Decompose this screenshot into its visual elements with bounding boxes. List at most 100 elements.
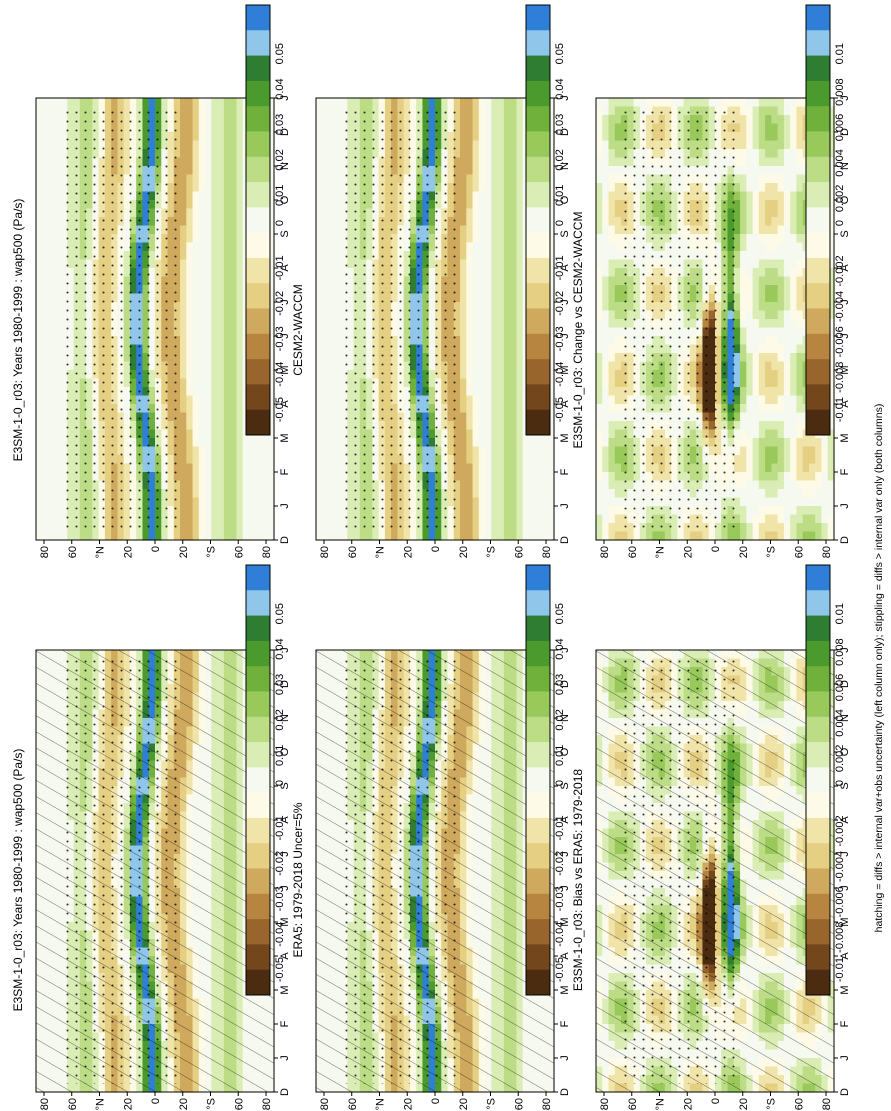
heatmap-cell bbox=[180, 106, 187, 116]
heatmap-cell bbox=[180, 344, 187, 354]
heatmap-cell bbox=[223, 302, 231, 312]
heatmap-cell bbox=[205, 327, 212, 337]
colorbar-swatch bbox=[246, 156, 270, 183]
heatmap-cell bbox=[230, 268, 238, 278]
heatmap-cell bbox=[61, 98, 68, 108]
heatmap-cell bbox=[217, 438, 225, 448]
colorbar-swatch bbox=[246, 666, 270, 692]
heatmap-cell bbox=[186, 531, 194, 541]
heatmap-cell bbox=[211, 353, 219, 363]
heatmap-cell bbox=[36, 319, 43, 329]
heatmap-cell bbox=[42, 429, 50, 439]
lat-tick-label: 80 bbox=[261, 1098, 273, 1110]
heatmap-cell bbox=[192, 506, 200, 516]
heatmap-cell bbox=[180, 149, 187, 159]
heatmap-cell bbox=[192, 446, 200, 456]
heatmap-cell bbox=[36, 429, 43, 439]
heatmap-cell bbox=[236, 310, 244, 320]
heatmap-cell bbox=[198, 225, 206, 235]
heatmap-cell bbox=[180, 497, 187, 507]
heatmap-cell bbox=[36, 438, 43, 448]
heatmap-cell bbox=[54, 310, 62, 320]
heatmap-cell bbox=[223, 506, 231, 516]
heatmap-cell bbox=[61, 531, 68, 541]
heatmap-cell bbox=[223, 157, 231, 167]
heatmap-cell bbox=[267, 429, 275, 439]
heatmap-cell bbox=[248, 463, 256, 473]
heatmap-cell bbox=[192, 344, 200, 354]
heatmap-cell bbox=[36, 336, 43, 346]
heatmap-cell bbox=[42, 225, 50, 235]
heatmap-cell bbox=[236, 259, 244, 269]
heatmap-cell bbox=[36, 446, 43, 456]
heatmap-cell bbox=[211, 344, 219, 354]
heatmap-cell bbox=[42, 106, 50, 116]
heatmap-cell bbox=[267, 489, 275, 499]
heatmap-cell bbox=[180, 200, 187, 210]
heatmap-cell bbox=[36, 132, 43, 142]
heatmap-cell bbox=[230, 174, 238, 184]
colorbar-swatch bbox=[246, 792, 270, 819]
heatmap-cell bbox=[217, 344, 225, 354]
heatmap-cell bbox=[36, 208, 43, 218]
colorbar-swatch bbox=[246, 969, 270, 996]
heatmap-cell bbox=[236, 480, 244, 490]
heatmap-cell bbox=[230, 157, 238, 167]
heatmap-cell bbox=[217, 268, 225, 278]
heatmap-cell bbox=[36, 361, 43, 371]
heatmap-cell bbox=[205, 344, 212, 354]
colorbar-label: 0.01 bbox=[274, 185, 286, 206]
heatmap-cell bbox=[267, 412, 275, 422]
month-tick-label: A bbox=[279, 400, 291, 408]
heatmap-cell bbox=[236, 285, 244, 295]
heatmap-cell bbox=[205, 353, 212, 363]
heatmap-cell bbox=[42, 310, 50, 320]
heatmap-cell bbox=[180, 208, 187, 218]
heatmap-cell bbox=[48, 412, 56, 422]
heatmap-cell bbox=[186, 514, 194, 524]
heatmap-cell bbox=[36, 157, 43, 167]
heatmap-cell bbox=[236, 115, 244, 125]
heatmap-cell bbox=[36, 497, 43, 507]
heatmap-cell bbox=[248, 472, 256, 482]
heatmap-cell bbox=[198, 302, 206, 312]
month-tick-label: J bbox=[279, 1055, 291, 1061]
colorbar-swatch bbox=[246, 817, 270, 844]
heatmap-cell bbox=[267, 276, 275, 286]
heatmap-cell bbox=[186, 149, 194, 159]
heatmap-cell bbox=[42, 132, 50, 142]
heatmap-cell bbox=[180, 98, 187, 108]
heatmap-cell bbox=[217, 404, 225, 414]
heatmap-cell bbox=[230, 225, 238, 235]
heatmap-cell bbox=[192, 395, 200, 405]
heatmap-cell bbox=[248, 489, 256, 499]
heatmap-cell bbox=[48, 149, 56, 159]
heatmap-cell bbox=[54, 463, 62, 473]
heatmap-cell bbox=[192, 191, 200, 201]
heatmap-cell bbox=[36, 183, 43, 193]
heatmap-cell bbox=[217, 234, 225, 244]
heatmap-cell bbox=[186, 242, 194, 252]
heatmap-cell bbox=[186, 200, 194, 210]
heatmap-cell bbox=[236, 523, 244, 533]
heatmap-cell bbox=[198, 166, 206, 176]
heatmap-cell bbox=[236, 123, 244, 133]
heatmap-cell bbox=[267, 387, 275, 397]
heatmap-cell bbox=[223, 191, 231, 201]
heatmap-cell bbox=[42, 251, 50, 261]
heatmap-cell bbox=[92, 98, 100, 108]
heatmap-cell bbox=[242, 480, 250, 490]
heatmap-cell bbox=[236, 531, 244, 541]
stippling-overlay bbox=[59, 106, 179, 532]
heatmap-cell bbox=[73, 98, 81, 108]
lat-tick-label: 60 bbox=[233, 1098, 245, 1110]
heatmap-cell bbox=[54, 183, 62, 193]
colorbar-label: -0.01 bbox=[274, 815, 286, 840]
heatmap-cell bbox=[42, 497, 50, 507]
heatmap-cell bbox=[205, 370, 212, 380]
heatmap-cell bbox=[54, 123, 62, 133]
heatmap-cell bbox=[36, 242, 43, 252]
heatmap-cell bbox=[54, 361, 62, 371]
heatmap-cell bbox=[36, 327, 43, 337]
